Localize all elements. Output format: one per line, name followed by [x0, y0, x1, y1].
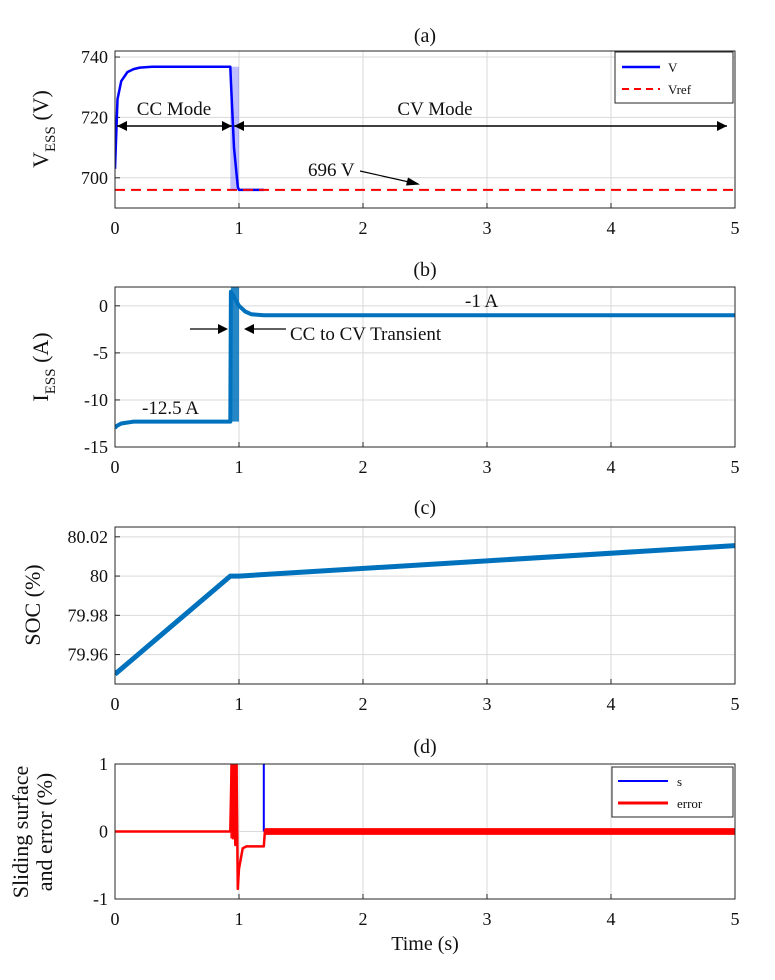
- panel-d-xtick-label: 4: [607, 909, 616, 929]
- panel-c: (c) 0 1 2 3 4 5 79.96 79.98 80 80.02 SOC (%): [20, 497, 740, 714]
- panel-d-error-ripple-band: [265, 828, 735, 835]
- panel-d: (d) 0 1 2 3 4 5-101 Sliding surface and error…: [8, 736, 740, 955]
- panel-a-legend: V Vref: [614, 51, 734, 104]
- panel-b-xtick-label: 0: [111, 457, 120, 477]
- panel-a-xtick-label: 4: [607, 218, 616, 238]
- legend-s-label: s: [677, 774, 682, 789]
- panel-d-ylabel-line2: and error (%): [32, 773, 57, 892]
- legend-error-label: error: [677, 796, 703, 811]
- cc-mode-arrow: [117, 121, 232, 131]
- panel-c-xtick-label: 1: [235, 694, 244, 714]
- panel-d-ytick-label: -1: [93, 889, 108, 909]
- panel-d-xtick-label: 1: [235, 909, 244, 929]
- panel-b-title: (b): [413, 259, 436, 281]
- panel-b-ylabel: IESS (A): [28, 332, 59, 401]
- panel-c-xtick-label: 2: [359, 694, 368, 714]
- panel-b-frame: [114, 286, 736, 448]
- panel-a-transient-ripple: [230, 66, 239, 190]
- legend-vref-label: Vref: [668, 82, 692, 97]
- panel-c-ylabel: SOC (%): [20, 564, 45, 645]
- panel-a-ytick-label: 740: [81, 47, 108, 67]
- panel-b-ytick-label: -5: [93, 343, 108, 363]
- panel-b-ytick-label: 0: [99, 296, 108, 316]
- panel-d-series-s: [262, 764, 265, 832]
- panel-b-transient-oscillation: [230, 287, 239, 422]
- panel-b-series-i-ess: [115, 289, 735, 430]
- panel-a-title: (a): [414, 25, 436, 47]
- panel-c-ytick-label: 79.98: [68, 605, 109, 625]
- panel-d-xtick-label: 0: [111, 909, 120, 929]
- panel-a-xtick-label: 1: [235, 218, 244, 238]
- panel-b: (b) 0 1 2 3 4 5 -15 -10 -5 0 IESS (A) -12.5 A -1 …: [28, 259, 740, 477]
- panel-a-xtick-label: 5: [731, 218, 740, 238]
- panel-a-xtick-label: 0: [111, 218, 120, 238]
- transient-arrows: [190, 324, 286, 334]
- cv-current-label: -1 A: [465, 291, 499, 312]
- panel-b-xtick-label: 1: [235, 457, 244, 477]
- panel-b-xtick-label: 4: [607, 457, 616, 477]
- panel-d-ylabel-line1: Sliding surface: [8, 766, 33, 899]
- panel-d-xtick-label: 2: [359, 909, 368, 929]
- panel-c-xtick-label: 0: [111, 694, 120, 714]
- panel-b-ytick-label: -15: [84, 437, 108, 457]
- panel-c-xtick-label: 4: [607, 694, 616, 714]
- panel-d-ytick-label: 1: [99, 754, 108, 774]
- panel-a-ytick-label: 720: [81, 107, 108, 127]
- cc-current-label: -12.5 A: [142, 398, 199, 419]
- cc-mode-label: CC Mode: [137, 99, 211, 120]
- panel-a-frame: [114, 50, 736, 209]
- panel-b-xtick-label: 3: [483, 457, 492, 477]
- panel-a-series-v: [115, 65, 264, 192]
- panel-a: (a) 0 1 2 3 4 5 700 720 740 VESS (V) CC Mode CV …: [28, 25, 740, 238]
- panel-c-xtick-label: 5: [731, 694, 740, 714]
- panel-c-ytick-label: 79.96: [68, 645, 109, 665]
- panel-b-xtick-label: 5: [731, 457, 740, 477]
- panel-d-xtick-label: 5: [731, 909, 740, 929]
- panel-d-title: (d): [413, 736, 436, 758]
- panel-c-frame: [114, 526, 736, 685]
- panel-c-ytick-label: 80.02: [68, 527, 109, 547]
- panel-c-ytick-label: 80: [90, 566, 108, 586]
- panel-c-series-soc: [115, 543, 735, 677]
- panel-c-xtick-label: 3: [483, 694, 492, 714]
- legend-v-label: V: [668, 60, 678, 75]
- panel-d-error-transient-band: [230, 764, 238, 839]
- panel-d-ytick-label: 0: [99, 822, 108, 842]
- panel-b-ytick-label: -10: [84, 390, 108, 410]
- panel-d-legend: s error: [611, 766, 734, 818]
- x-axis-label: Time (s): [391, 933, 459, 955]
- vref-value-label: 696 V: [308, 160, 355, 181]
- panel-a-ylabel: VESS (V): [28, 90, 59, 168]
- panel-d-xtick-label: 3: [483, 909, 492, 929]
- panel-c-title: (c): [414, 497, 436, 519]
- vref-pointer-arrow: [359, 170, 420, 186]
- transient-label: CC to CV Transient: [290, 324, 442, 345]
- cv-mode-arrow: [234, 121, 727, 131]
- panel-d-frame: [114, 763, 736, 900]
- cv-mode-label: CV Mode: [397, 99, 472, 120]
- panel-b-xtick-label: 2: [359, 457, 368, 477]
- panel-a-ytick-label: 700: [81, 168, 108, 188]
- panel-a-xtick-label: 2: [359, 218, 368, 238]
- panel-a-xtick-label: 3: [483, 218, 492, 238]
